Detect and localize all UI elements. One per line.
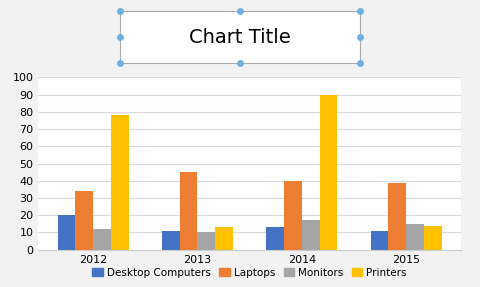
Bar	[284, 181, 302, 250]
Bar	[266, 227, 284, 250]
Bar	[320, 95, 337, 250]
Bar	[93, 229, 111, 250]
Bar	[111, 115, 129, 250]
Text: Chart Title: Chart Title	[189, 28, 291, 47]
Bar	[162, 231, 180, 250]
Bar	[371, 231, 388, 250]
Bar	[215, 227, 233, 250]
Bar	[75, 191, 93, 250]
Bar	[58, 215, 75, 250]
Bar	[406, 224, 424, 250]
Bar	[180, 172, 197, 250]
Bar	[302, 220, 320, 250]
Bar	[197, 232, 215, 250]
Legend: Desktop Computers, Laptops, Monitors, Printers: Desktop Computers, Laptops, Monitors, Pr…	[88, 263, 411, 282]
Bar	[424, 226, 442, 250]
Bar	[388, 183, 406, 250]
